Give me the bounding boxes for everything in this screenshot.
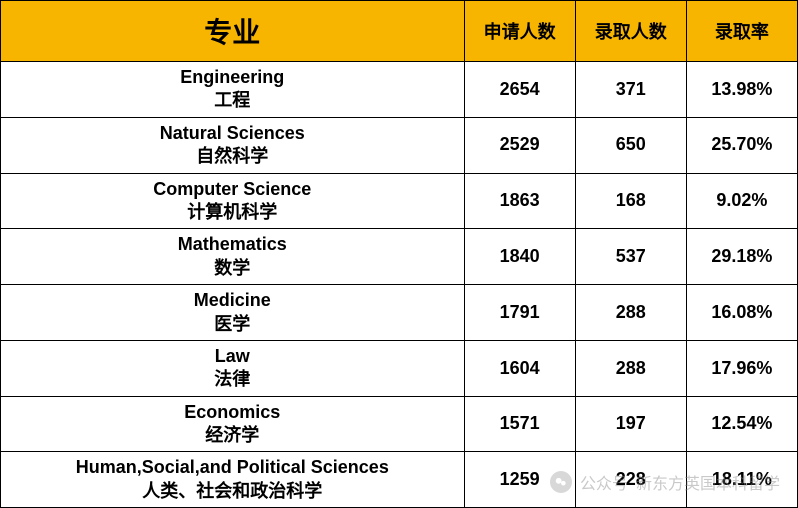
major-en: Human,Social,and Political Sciences bbox=[3, 456, 462, 479]
admitted-cell: 650 bbox=[575, 117, 686, 173]
major-en: Medicine bbox=[3, 289, 462, 312]
major-cell: Natural Sciences 自然科学 bbox=[1, 117, 465, 173]
admitted-cell: 228 bbox=[575, 452, 686, 508]
major-en: Economics bbox=[3, 401, 462, 424]
admitted-cell: 288 bbox=[575, 285, 686, 341]
major-zh: 法律 bbox=[3, 368, 462, 391]
major-en: Mathematics bbox=[3, 233, 462, 256]
major-cell: Economics 经济学 bbox=[1, 396, 465, 452]
major-en: Computer Science bbox=[3, 178, 462, 201]
major-cell: Law 法律 bbox=[1, 340, 465, 396]
rate-cell: 29.18% bbox=[686, 229, 797, 285]
table-row: Natural Sciences 自然科学 2529 650 25.70% bbox=[1, 117, 798, 173]
applicants-cell: 1791 bbox=[464, 285, 575, 341]
applicants-cell: 1571 bbox=[464, 396, 575, 452]
major-zh: 数学 bbox=[3, 257, 462, 280]
admitted-cell: 197 bbox=[575, 396, 686, 452]
major-zh: 医学 bbox=[3, 313, 462, 336]
rate-cell: 25.70% bbox=[686, 117, 797, 173]
rate-cell: 13.98% bbox=[686, 62, 797, 118]
header-applicants: 申请人数 bbox=[464, 1, 575, 62]
major-zh: 工程 bbox=[3, 89, 462, 112]
table-row: Computer Science 计算机科学 1863 168 9.02% bbox=[1, 173, 798, 229]
header-major: 专业 bbox=[1, 1, 465, 62]
table-body: Engineering 工程 2654 371 13.98% Natural S… bbox=[1, 62, 798, 508]
table-row: Law 法律 1604 288 17.96% bbox=[1, 340, 798, 396]
table-header-row: 专业 申请人数 录取人数 录取率 bbox=[1, 1, 798, 62]
major-en: Law bbox=[3, 345, 462, 368]
rate-cell: 17.96% bbox=[686, 340, 797, 396]
major-en: Natural Sciences bbox=[3, 122, 462, 145]
admitted-cell: 371 bbox=[575, 62, 686, 118]
major-zh: 经济学 bbox=[3, 424, 462, 447]
admitted-cell: 288 bbox=[575, 340, 686, 396]
applicants-cell: 1604 bbox=[464, 340, 575, 396]
major-zh: 自然科学 bbox=[3, 145, 462, 168]
table-row: Medicine 医学 1791 288 16.08% bbox=[1, 285, 798, 341]
major-cell: Medicine 医学 bbox=[1, 285, 465, 341]
header-rate: 录取率 bbox=[686, 1, 797, 62]
applicants-cell: 1259 bbox=[464, 452, 575, 508]
applicants-cell: 1863 bbox=[464, 173, 575, 229]
admitted-cell: 537 bbox=[575, 229, 686, 285]
table-row: Mathematics 数学 1840 537 29.18% bbox=[1, 229, 798, 285]
major-en: Engineering bbox=[3, 66, 462, 89]
applicants-cell: 2529 bbox=[464, 117, 575, 173]
major-zh: 人类、社会和政治科学 bbox=[3, 480, 462, 503]
major-cell: Mathematics 数学 bbox=[1, 229, 465, 285]
admissions-table: 专业 申请人数 录取人数 录取率 Engineering 工程 2654 371… bbox=[0, 0, 798, 508]
rate-cell: 16.08% bbox=[686, 285, 797, 341]
applicants-cell: 2654 bbox=[464, 62, 575, 118]
rate-cell: 9.02% bbox=[686, 173, 797, 229]
header-admitted: 录取人数 bbox=[575, 1, 686, 62]
table-row: Economics 经济学 1571 197 12.54% bbox=[1, 396, 798, 452]
table-row: Human,Social,and Political Sciences 人类、社… bbox=[1, 452, 798, 508]
table-row: Engineering 工程 2654 371 13.98% bbox=[1, 62, 798, 118]
major-cell: Human,Social,and Political Sciences 人类、社… bbox=[1, 452, 465, 508]
rate-cell: 12.54% bbox=[686, 396, 797, 452]
applicants-cell: 1840 bbox=[464, 229, 575, 285]
major-cell: Engineering 工程 bbox=[1, 62, 465, 118]
major-cell: Computer Science 计算机科学 bbox=[1, 173, 465, 229]
major-zh: 计算机科学 bbox=[3, 201, 462, 224]
rate-cell: 18.11% bbox=[686, 452, 797, 508]
admitted-cell: 168 bbox=[575, 173, 686, 229]
